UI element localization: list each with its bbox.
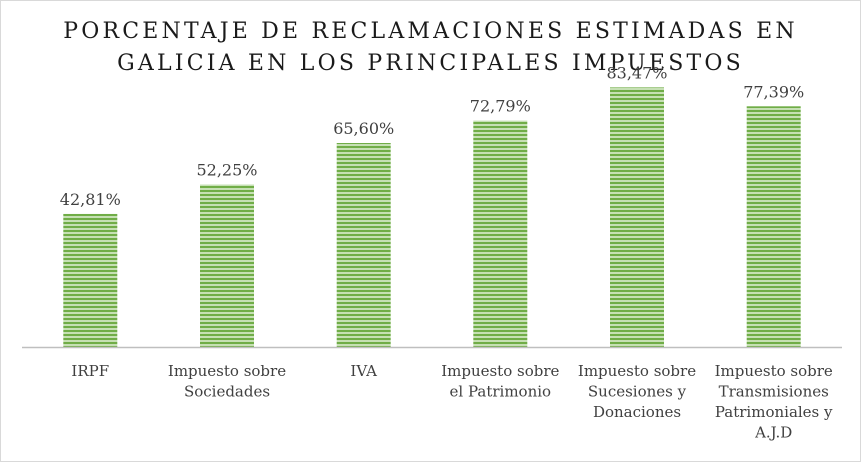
bar	[336, 143, 391, 347]
data-label: 42,81%	[60, 190, 121, 209]
bar	[610, 87, 664, 348]
category-label-line: el Patrimonio	[450, 383, 552, 401]
category-label-line: Patrimoniales y	[715, 403, 833, 421]
data-label: 77,39%	[743, 82, 804, 101]
category-label: Impuesto sobre Sociedades	[168, 362, 286, 401]
data-label: 83,47%	[606, 63, 667, 82]
category-label-line: Transmisiones	[719, 383, 829, 401]
data-labels-group: 42,81% 52,25% 65,60% 72,79% 83,47% 77,39%	[60, 63, 804, 209]
category-labels-group: IRPF Impuesto sobre Sociedades IVA Impuesto …	[71, 362, 833, 442]
category-label: Impuesto sobre el Patrimonio	[441, 362, 559, 401]
category-label-line: Impuesto sobre	[441, 362, 559, 380]
category-label-line: Sucesiones y	[588, 383, 687, 401]
bar	[63, 213, 118, 347]
category-label-line: Impuesto sobre	[715, 362, 833, 380]
category-label-line: IRPF	[71, 362, 109, 380]
bar	[746, 106, 801, 347]
bars-group	[63, 87, 801, 348]
category-label-line: A.J.D	[754, 424, 792, 442]
chart-title-line-1: PORCENTAJE DE RECLAMACIONES ESTIMADAS EN	[63, 19, 798, 44]
bar	[200, 184, 254, 347]
category-label: Impuesto sobre Sucesiones y Donaciones	[578, 362, 696, 421]
category-label-line: Donaciones	[593, 403, 681, 421]
category-label-line: IVA	[350, 362, 377, 380]
bar	[473, 120, 528, 347]
chart-title-line-2: GALICIA EN LOS PRINCIPALES IMPUESTOS	[117, 51, 744, 76]
data-label: 52,25%	[196, 161, 257, 180]
category-label-line: Impuesto sobre	[578, 362, 696, 380]
category-label-line: Sociedades	[184, 383, 270, 401]
chart-title: PORCENTAJE DE RECLAMACIONES ESTIMADAS EN…	[0, 16, 861, 80]
category-label-line: Impuesto sobre	[168, 362, 286, 380]
data-label: 72,79%	[470, 97, 531, 116]
category-label: Impuesto sobre Transmisiones Patrimoniales…	[715, 362, 833, 442]
data-label: 65,60%	[333, 119, 394, 138]
category-label: IVA	[350, 362, 377, 380]
category-label: IRPF	[71, 362, 109, 380]
